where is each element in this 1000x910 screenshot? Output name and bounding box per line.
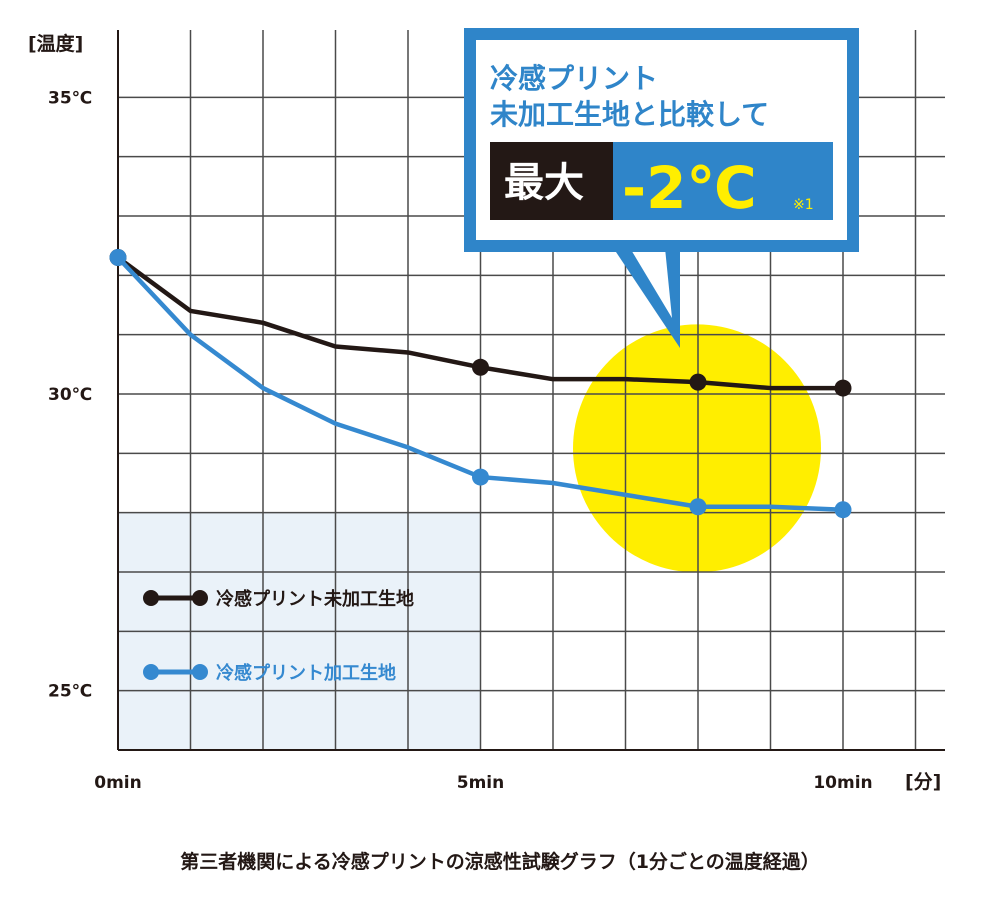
y-axis-label: [温度]: [28, 32, 83, 55]
callout-line2: 未加工生地と比較して: [490, 98, 769, 131]
badge-value: -2℃: [622, 154, 757, 222]
legend-item-treated: 冷感プリント加工生地: [143, 662, 396, 684]
legend-label-treated: 冷感プリント加工生地: [216, 662, 396, 684]
legend-marker-treated: [192, 664, 208, 680]
badge-note: ※1: [793, 197, 814, 213]
badge-value-bg: [613, 142, 833, 220]
chart-caption: 第三者機関による冷感プリントの涼感性試験グラフ（1分ごとの温度経過）: [180, 850, 819, 873]
badge-label-bg: [490, 142, 613, 220]
callout-line1: 冷感プリント: [490, 62, 658, 95]
series-layer: [109, 249, 852, 519]
callout: 冷感プリント 未加工生地と比較して 最大 -2℃ ※1: [464, 28, 859, 348]
data-point: [834, 379, 852, 397]
x-tick-label: 0min: [94, 773, 141, 793]
legend-marker-untreated: [143, 590, 159, 606]
legend-label-untreated: 冷感プリント未加工生地: [216, 588, 414, 610]
highlight-circle: [573, 324, 821, 573]
legend-marker-treated: [143, 664, 159, 680]
data-point: [472, 358, 489, 376]
data-point: [834, 501, 852, 519]
y-tick-label: 30℃: [48, 385, 92, 405]
data-point: [472, 468, 489, 486]
series-treated: [109, 249, 852, 519]
callout-pointer-inner: [624, 238, 672, 318]
data-point: [689, 498, 707, 516]
legend-marker-untreated: [192, 590, 208, 606]
badge-label: 最大: [504, 160, 584, 206]
x-axis-label: [分]: [905, 771, 941, 793]
y-tick-label: 25℃: [48, 682, 92, 702]
data-point: [109, 249, 127, 267]
x-tick-label: 5min: [457, 773, 504, 793]
x-tick-labels: 0min 5min 10min: [94, 773, 872, 793]
legend: 冷感プリント未加工生地 冷感プリント加工生地: [143, 588, 414, 684]
axes: [117, 30, 945, 751]
x-tick-label: 10min: [813, 773, 872, 793]
legend-item-untreated: 冷感プリント未加工生地: [143, 588, 414, 610]
y-tick-labels: 35℃ 30℃ 25℃: [48, 88, 92, 701]
data-point: [689, 373, 707, 391]
y-tick-label: 35℃: [48, 88, 92, 108]
